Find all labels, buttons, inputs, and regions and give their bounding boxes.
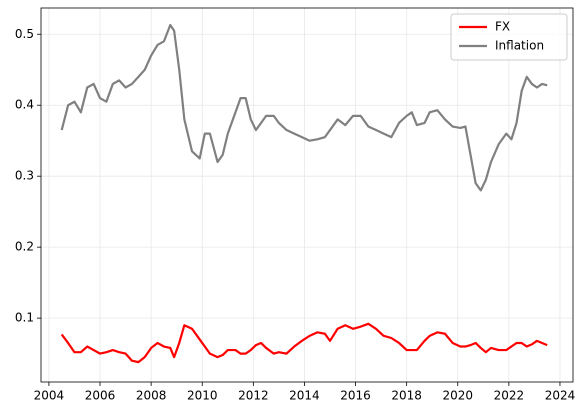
legend: FX Inflation bbox=[450, 13, 568, 61]
plot-frame bbox=[40, 7, 574, 383]
x-tick-label: 2004 bbox=[34, 389, 65, 403]
series-line bbox=[60, 322, 548, 364]
x-tick-label: 2010 bbox=[187, 389, 218, 403]
y-tick-label: 0.4 bbox=[15, 98, 34, 112]
y-tick-label: 0.5 bbox=[15, 27, 34, 41]
x-tick-label: 2014 bbox=[289, 389, 320, 403]
x-tick-label: 2020 bbox=[442, 389, 473, 403]
x-tick-label: 2024 bbox=[545, 389, 576, 403]
x-tick-label: 2022 bbox=[494, 389, 525, 403]
legend-label: FX bbox=[495, 20, 510, 34]
legend-box bbox=[450, 13, 568, 61]
x-tick-label: 2012 bbox=[238, 389, 269, 403]
y-tick-label: 0.2 bbox=[15, 240, 34, 254]
x-tick-label: 2008 bbox=[136, 389, 167, 403]
x-tick-label: 2006 bbox=[85, 389, 116, 403]
series-line bbox=[60, 23, 548, 192]
y-tick-label: 0.3 bbox=[15, 169, 34, 183]
legend-label: Inflation bbox=[495, 39, 544, 53]
y-tick-label: 0.1 bbox=[15, 311, 34, 325]
x-tick-label: 2018 bbox=[391, 389, 422, 403]
x-tick-label: 2016 bbox=[340, 389, 371, 403]
